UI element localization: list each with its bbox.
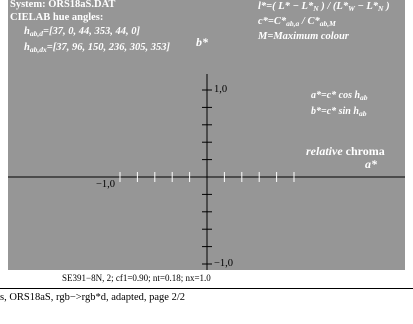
parameter-footer: SE391−8N, 2; cf1=0.90; nt=0.18; nx=1.0 xyxy=(62,273,211,283)
x-tick-neg-label: −1,0 xyxy=(96,179,116,190)
relative-word: relative xyxy=(306,144,343,158)
relative-chroma-label: relative chroma xyxy=(306,145,385,158)
y-tick-pos-label: 1,0 xyxy=(214,84,228,95)
page-caption: s, ORS18aS, rgb−>rgb*d, adapted, page 2/… xyxy=(0,292,185,303)
axis-ticks xyxy=(119,89,295,265)
hab-d-values: hab,d=[37, 0, 44, 353, 44, 0] xyxy=(24,26,140,38)
bstar-sin-formula: b*=c* sin hab xyxy=(311,106,367,118)
lstar-formula: l*=( L* − L*N ) / (L*W − L*N ) xyxy=(258,1,390,13)
bstar-axis-label: b* xyxy=(196,35,208,49)
m-definition: M=Maximum colour xyxy=(258,31,349,42)
y-tick-neg-label: −1,0 xyxy=(214,258,234,269)
cstar-formula: c*=C*ab,a / C*ab,M xyxy=(258,16,336,28)
astar-cos-formula: a*=c* cos hab xyxy=(311,90,368,102)
hab-dx-values: hab,dx=[37, 96, 150, 236, 305, 353] xyxy=(24,42,170,54)
cielab-label: CIELAB hue angles: xyxy=(10,12,104,23)
axes-svg xyxy=(8,74,405,270)
footer-divider xyxy=(0,288,413,289)
astar-axis-label: a* xyxy=(365,157,377,171)
system-label: System: ORS18aS.DAT xyxy=(10,0,116,10)
chroma-word: chroma xyxy=(345,144,385,158)
diagram-panel: System: ORS18aS.DAT CIELAB hue angles: h… xyxy=(8,0,405,270)
